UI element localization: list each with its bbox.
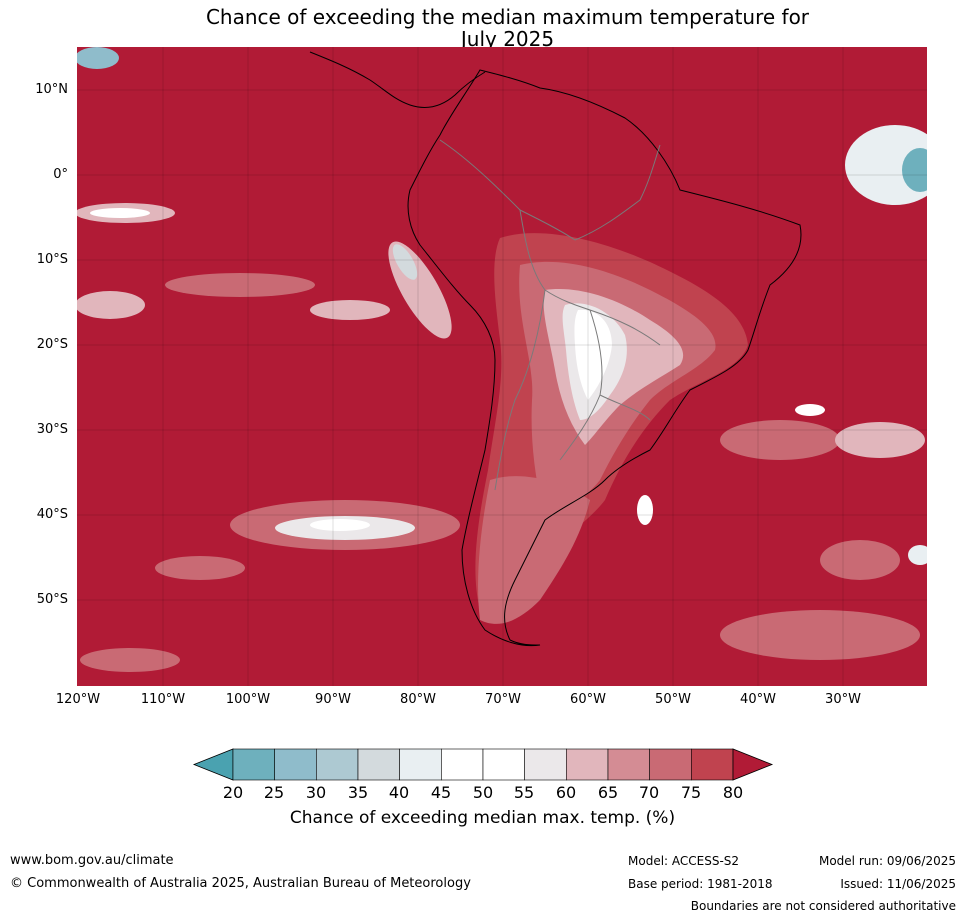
lat-label-10s: 10°S — [36, 252, 68, 267]
colorbar-tick-25: 25 — [263, 783, 285, 802]
ocean-anomaly-sw — [155, 556, 245, 580]
map-title-line-2: July 2025 — [460, 27, 555, 51]
ocean-anomaly-south-pacific-white — [310, 519, 370, 531]
ocean-anomaly-atlantic-3 — [795, 404, 825, 416]
colorbar-segment — [441, 748, 484, 781]
colorbar-tick-50: 50 — [472, 783, 494, 802]
colorbar-segment — [607, 748, 650, 781]
colorbar-segment — [649, 748, 692, 781]
footer-disclaimer: Boundaries are not considered authoritat… — [690, 899, 956, 913]
lon-label-80w: 80°W — [400, 692, 436, 707]
colorbar-tick-20: 20 — [222, 783, 244, 802]
footer-issued: Issued: 11/06/2025 — [840, 877, 956, 891]
footer-base-period: Base period: 1981-2018 — [628, 877, 773, 891]
colorbar-tick-65: 65 — [597, 783, 619, 802]
colorbar-segment — [566, 748, 609, 781]
map-panel — [77, 47, 927, 686]
country-borders — [439, 139, 661, 491]
colorbar-arrow-high — [732, 748, 774, 781]
lat-label-10n: 10°N — [35, 82, 68, 97]
ocean-anomaly-atlantic-1 — [720, 420, 840, 460]
graticule — [77, 47, 927, 686]
lat-label-40s: 40°S — [36, 507, 68, 522]
colorbar-tick-70: 70 — [638, 783, 660, 802]
colorbar-segment — [524, 748, 567, 781]
ocean-anomaly-east-eq — [845, 125, 927, 205]
lon-label-50w: 50°W — [655, 692, 691, 707]
lon-label-40w: 40°W — [740, 692, 776, 707]
lon-label-110w: 110°W — [140, 692, 186, 707]
anomaly-region-50 — [574, 309, 612, 400]
ocean-anomaly-south-atlantic — [720, 610, 920, 660]
colorbar-tick-35: 35 — [347, 783, 369, 802]
ocean-anomaly-east-eq-core — [902, 148, 927, 192]
ocean-anomaly-west-2 — [77, 291, 145, 319]
colorbar-segment — [232, 748, 275, 781]
footer-website: www.bom.gov.au/climate — [10, 853, 174, 868]
lon-label-100w: 100°W — [225, 692, 271, 707]
colorbar-segment — [691, 748, 734, 781]
ocean-anomaly-chile-coast-core — [392, 244, 418, 280]
colorbar-arrow-low — [192, 748, 234, 781]
colorbar-tick-40: 40 — [388, 783, 410, 802]
coastline-south-america — [407, 69, 802, 647]
lat-label-0: 0° — [53, 167, 68, 182]
lon-label-60w: 60°W — [570, 692, 606, 707]
ocean-anomaly-band-1 — [165, 273, 315, 297]
ocean-anomaly-south-atlantic-2 — [820, 540, 900, 580]
colorbar-tick-30: 30 — [305, 783, 327, 802]
colorbar-segment — [316, 748, 359, 781]
ocean-anomaly-atlantic-2 — [835, 422, 925, 458]
lon-label-90w: 90°W — [315, 692, 351, 707]
anomaly-region-patagonia — [478, 476, 590, 624]
lon-label-120w: 120°W — [55, 692, 101, 707]
footer-copyright: © Commonwealth of Australia 2025, Austra… — [10, 876, 471, 891]
lon-label-70w: 70°W — [485, 692, 521, 707]
footer-model-run: Model run: 09/06/2025 — [818, 854, 956, 868]
colorbar-tick-45: 45 — [430, 783, 452, 802]
ocean-anomaly-west-1b — [90, 208, 150, 218]
colorbar — [192, 748, 774, 781]
ocean-anomaly-far-se — [908, 545, 927, 565]
lat-label-50s: 50°S — [36, 592, 68, 607]
colorbar-tick-60: 60 — [555, 783, 577, 802]
ocean-anomaly-s — [80, 648, 180, 672]
colorbar-label: Chance of exceeding median max. temp. (%… — [289, 808, 676, 828]
colorbar-tick-75: 75 — [680, 783, 702, 802]
lat-label-30s: 30°S — [36, 422, 68, 437]
ocean-anomaly-atl-mid — [637, 495, 653, 525]
lon-label-30w: 30°W — [825, 692, 861, 707]
footer-model: Model: ACCESS-S2 — [628, 854, 740, 868]
colorbar-tick-80: 80 — [722, 783, 744, 802]
ocean-anomaly-band-2 — [310, 300, 390, 320]
colorbar-segment — [357, 748, 400, 781]
colorbar-segment — [274, 748, 317, 781]
colorbar-segment — [482, 748, 525, 781]
coastline-central-america — [309, 51, 486, 108]
colorbar-segment — [399, 748, 442, 781]
map-title-line-1: Chance of exceeding the median maximum t… — [205, 5, 810, 29]
colorbar-tick-55: 55 — [513, 783, 535, 802]
ocean-anomaly-nw — [77, 47, 119, 69]
lat-label-20s: 20°S — [36, 337, 68, 352]
